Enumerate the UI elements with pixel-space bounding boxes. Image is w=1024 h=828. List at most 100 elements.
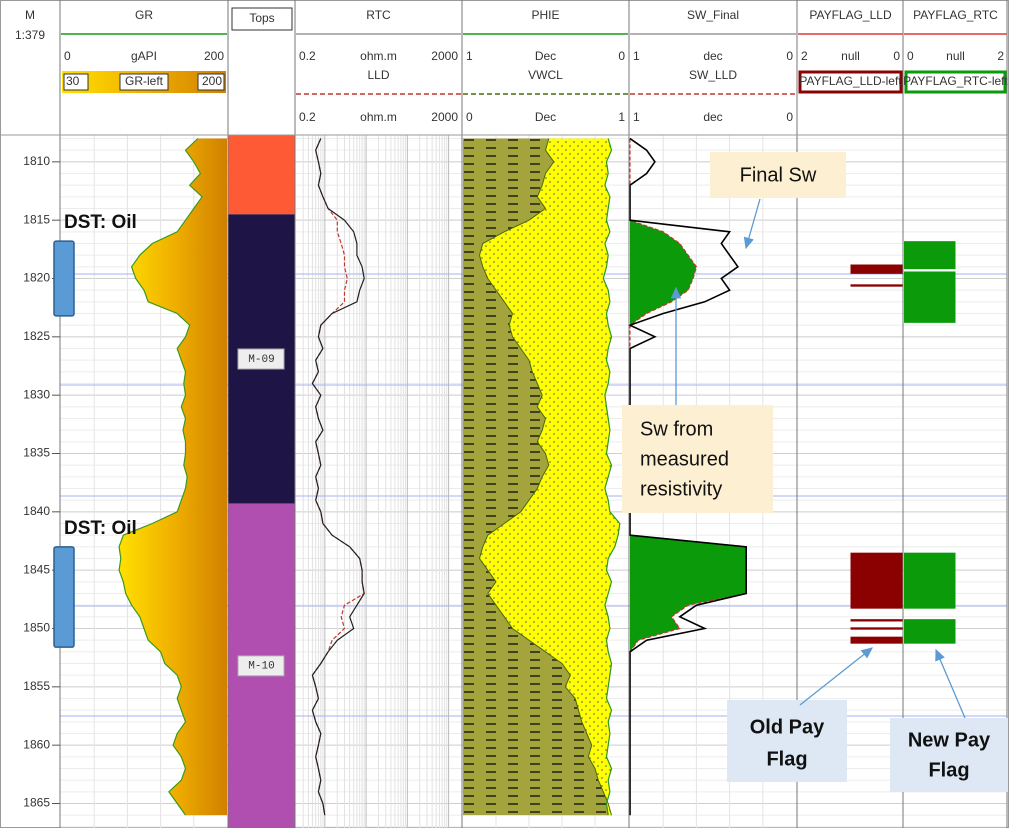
pay-flag xyxy=(850,627,903,630)
callout-text: New Pay xyxy=(908,729,991,751)
top-label-box xyxy=(237,348,285,370)
depth-label: 1865 xyxy=(23,796,50,810)
gr-fill xyxy=(119,138,227,816)
depth-label: 1830 xyxy=(23,387,50,401)
track-title: PHIE xyxy=(531,8,559,22)
dst-bar xyxy=(53,240,75,317)
scale-left: 0.2 xyxy=(299,110,316,124)
track-title: LLD xyxy=(367,68,389,82)
callout-arrow xyxy=(743,198,761,250)
scale-unit: dec xyxy=(703,49,722,63)
legend-text: GR-left xyxy=(125,74,164,88)
scale-right: 200 xyxy=(204,49,224,63)
pay-flag xyxy=(850,284,903,287)
top-label-box xyxy=(237,655,285,677)
track-title: SW_Final xyxy=(687,8,739,22)
callout-arrow xyxy=(799,647,874,706)
legend-box xyxy=(197,73,225,91)
callout-text: Sw from xyxy=(640,418,713,440)
callout-text: Flag xyxy=(928,759,969,781)
depth-label: 1820 xyxy=(23,271,50,285)
top-zone xyxy=(228,135,295,215)
top-label: M-09 xyxy=(248,354,274,366)
pay-flag xyxy=(850,264,903,274)
phie-curve xyxy=(602,138,621,816)
callout-text: resistivity xyxy=(640,478,722,500)
scale-right: 0 xyxy=(786,49,793,63)
scale-right: 0 xyxy=(618,49,625,63)
scale-right: 1 xyxy=(618,110,625,124)
depth-label: 1840 xyxy=(23,504,50,518)
scale-left: 0 xyxy=(64,49,71,63)
pay-flag xyxy=(904,271,956,323)
scale-right: 2 xyxy=(997,49,1004,63)
callout-arrow xyxy=(935,648,966,719)
scale-right: 2000 xyxy=(431,110,458,124)
pay-flag xyxy=(904,619,956,644)
scale-left: 1 xyxy=(633,110,640,124)
scale-unit: ohm.m xyxy=(360,110,397,124)
scale-unit: ohm.m xyxy=(360,49,397,63)
legend-text: 30 xyxy=(66,74,80,88)
legend-box xyxy=(63,73,89,91)
callout-box xyxy=(622,405,773,513)
track-title: PAYFLAG_RTC xyxy=(913,8,998,22)
legend-box xyxy=(119,73,169,91)
scale-left: 0 xyxy=(907,49,914,63)
vwcl-curve xyxy=(478,138,612,816)
scale-left: 2 xyxy=(801,49,808,63)
pay-flag xyxy=(904,552,956,609)
scale-unit: gAPI xyxy=(131,49,157,63)
depth-label: 1825 xyxy=(23,329,50,343)
callout-box xyxy=(710,152,846,198)
scale-unit: dec xyxy=(703,110,722,124)
track-title: PAYFLAG_LLD xyxy=(809,8,892,22)
top-label: M-10 xyxy=(248,661,274,673)
scale-left: 0 xyxy=(466,110,473,124)
pay-flag xyxy=(850,552,903,609)
callout-box xyxy=(890,718,1008,792)
callout-text: Final Sw xyxy=(740,164,817,186)
scale-left: 1 xyxy=(466,49,473,63)
depth-label: 1815 xyxy=(23,212,50,226)
callout-text: Flag xyxy=(766,748,807,770)
scale-right: 0 xyxy=(786,110,793,124)
callout-text: measured xyxy=(640,448,729,470)
scale-unit: null xyxy=(946,49,965,63)
pay-flag xyxy=(850,619,903,622)
shale-fill xyxy=(463,138,612,816)
flag-legend: PAYFLAG_LLD-left xyxy=(799,74,902,88)
pay-flag xyxy=(904,241,956,270)
pay-flag xyxy=(850,636,903,644)
sw-fill xyxy=(630,138,747,816)
depth-unit: M xyxy=(25,8,35,22)
track-title: GR xyxy=(135,8,153,22)
scale-right: 2000 xyxy=(431,49,458,63)
dst-label: DST: Oil xyxy=(64,212,137,233)
flag-legend-box xyxy=(798,70,903,94)
callout-text: Old Pay xyxy=(750,716,825,738)
track-title: SW_LLD xyxy=(689,68,737,82)
flag-legend-box xyxy=(904,70,1007,94)
scale-right: 0 xyxy=(893,49,900,63)
gr-curve xyxy=(118,138,203,816)
tops-title: Tops xyxy=(249,11,274,25)
plot-layer: M-09 M-10 xyxy=(118,135,956,828)
scale-unit: Dec xyxy=(535,49,556,63)
scale-left: 1 xyxy=(633,49,640,63)
sand-fill xyxy=(479,138,620,816)
dst-label: DST: Oil xyxy=(64,518,137,539)
flag-legend: PAYFLAG_RTC-left xyxy=(903,74,1008,88)
callout-box xyxy=(727,700,847,782)
depth-scale: 1:379 xyxy=(15,28,45,42)
dst-bar xyxy=(53,546,75,648)
tops-box xyxy=(231,7,293,31)
scale-left: 0.2 xyxy=(299,49,316,63)
scale-unit: Dec xyxy=(535,110,556,124)
depth-label: 1855 xyxy=(23,679,50,693)
track-title: RTC xyxy=(366,8,391,22)
depth-label: 1850 xyxy=(23,621,50,635)
